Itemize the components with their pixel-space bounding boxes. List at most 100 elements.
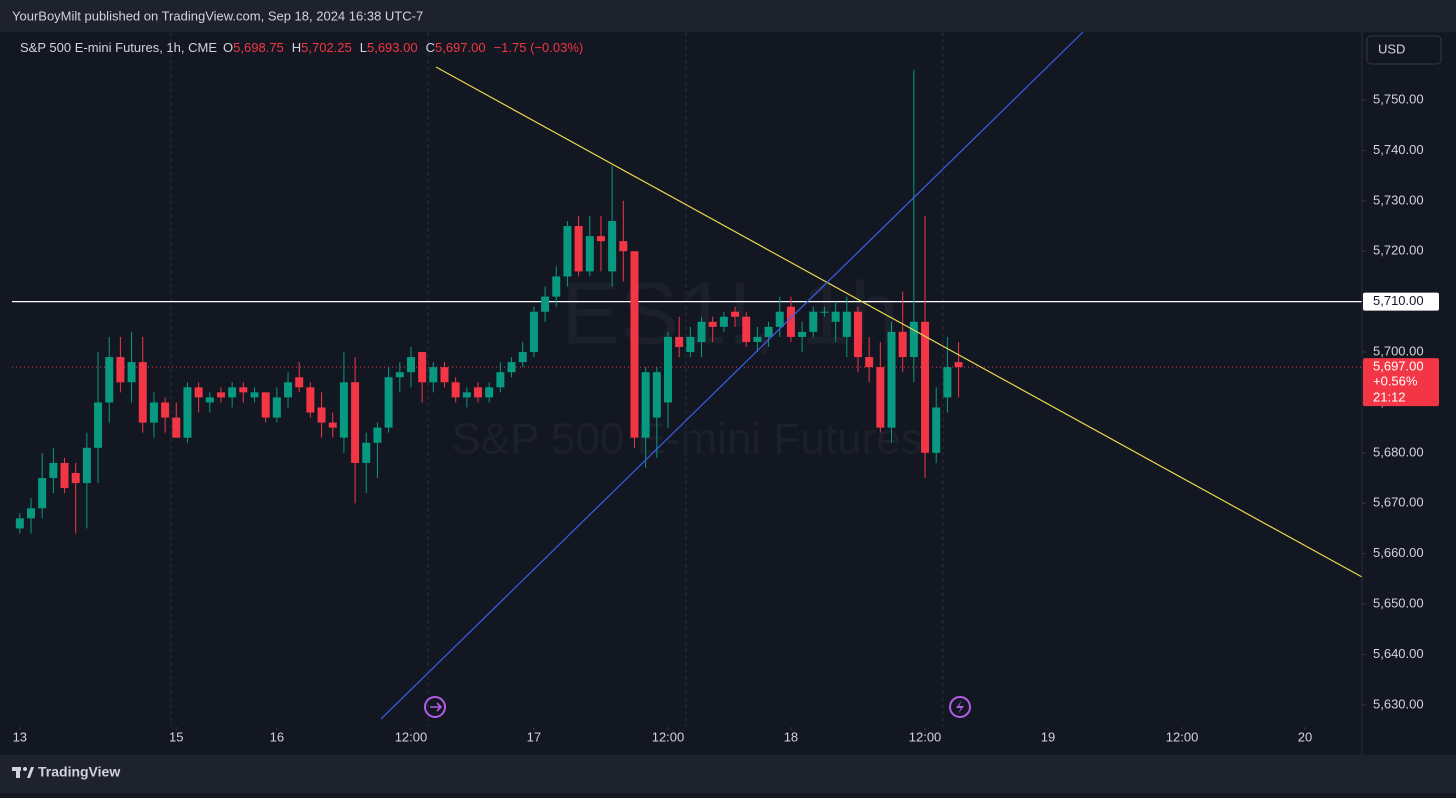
candle-body: [563, 226, 572, 277]
trend-line-yellow[interactable]: [435, 66, 1363, 578]
event-icon-bolt: [956, 700, 964, 714]
x-tick-label: 20: [1298, 729, 1312, 744]
candle-body: [429, 367, 438, 383]
candle-body: [94, 402, 103, 448]
candle-body: [161, 402, 170, 418]
candle-body: [541, 296, 550, 312]
legend-value: 5,697.00: [435, 40, 486, 55]
candle-body: [306, 387, 315, 413]
session-breaks: [170, 32, 944, 727]
x-tick-label: 18: [784, 729, 798, 744]
candle-body: [138, 362, 147, 423]
candle-body: [105, 357, 114, 403]
horizontal-line-label-box: [1363, 292, 1439, 311]
candle-body: [149, 402, 158, 423]
candle-body: [552, 276, 561, 297]
candle-body: [853, 311, 862, 358]
y-tick-label: 5,740.00: [1373, 142, 1424, 157]
x-tick-label: 12:00: [652, 729, 685, 744]
candle-body: [384, 377, 393, 428]
watermark-symbol: ES1!, 1h: [561, 263, 899, 362]
candle-body: [228, 387, 237, 398]
candle-body: [462, 392, 471, 398]
x-tick-label: 13: [13, 729, 27, 744]
legend-key: O: [223, 40, 233, 55]
legend-change: −1.75 (−0.03%): [494, 40, 584, 55]
candle-body: [339, 382, 348, 438]
candle-body: [261, 392, 270, 418]
candle-body: [194, 387, 203, 398]
candle-body: [697, 321, 706, 342]
legend-value: 5,698.75: [233, 40, 284, 55]
candle-body: [15, 518, 24, 529]
candle-body: [842, 311, 851, 337]
candle-body: [406, 357, 415, 373]
candle-body: [451, 382, 460, 398]
countdown-label: 21:12: [1373, 390, 1406, 405]
candle-body: [664, 336, 673, 403]
candle-body: [820, 311, 829, 313]
candle-body: [418, 352, 427, 383]
candle-body: [440, 367, 449, 383]
candle-body: [317, 407, 326, 423]
candle-body: [809, 311, 818, 332]
candle-body: [596, 236, 605, 242]
event-icon[interactable]: [424, 696, 446, 718]
currency-button[interactable]: [1366, 35, 1442, 65]
candle-body: [876, 367, 885, 428]
candle-body: [574, 226, 583, 272]
candle-body: [753, 336, 762, 342]
candle-body: [351, 382, 360, 463]
legend-key: L: [360, 40, 367, 55]
last-price-box: [1363, 358, 1439, 407]
candle-body: [183, 387, 192, 438]
y-tick-label: 5,640.00: [1373, 646, 1424, 661]
candle-body: [675, 336, 684, 347]
horizontal-line-label: 5,710.00: [1373, 293, 1424, 308]
candle-body: [49, 462, 58, 479]
legend-key: H: [292, 40, 301, 55]
last-price-label: 5,697.00: [1373, 359, 1424, 374]
candle-body: [485, 387, 494, 398]
legend-value: 5,702.25: [301, 40, 352, 55]
candle-body: [764, 326, 773, 337]
candle-body: [395, 372, 404, 378]
candle-body: [38, 478, 47, 509]
legend-value: 5,693.00: [367, 40, 418, 55]
candle-body: [284, 382, 293, 398]
y-tick-label: 5,700.00: [1373, 343, 1424, 358]
candle-body: [60, 462, 69, 489]
event-icon[interactable]: [949, 696, 971, 718]
x-tick-label: 19: [1041, 729, 1055, 744]
currency-label: USD: [1378, 41, 1405, 56]
candle-body: [26, 508, 35, 519]
y-tick-label: 5,730.00: [1373, 192, 1424, 207]
candle-body: [686, 336, 695, 353]
tv-logo: [12, 767, 34, 778]
candle-body: [518, 352, 527, 363]
candle-body: [652, 372, 661, 418]
publisher-text: YourBoyMilt published on TradingView.com…: [12, 8, 423, 23]
candle-body: [630, 251, 639, 438]
x-tick-label: 12:00: [395, 729, 428, 744]
candle-body: [71, 472, 80, 484]
candle-body: [328, 422, 337, 428]
candle-body: [865, 357, 874, 368]
x-tick-label: 15: [169, 729, 183, 744]
bottom-bar: [0, 755, 1456, 793]
trend-line-blue[interactable]: [380, 31, 1084, 720]
candle-body: [708, 321, 717, 327]
candle-body: [82, 447, 91, 484]
candle-body: [831, 311, 840, 322]
candle-body: [887, 331, 896, 428]
y-tick-label: 5,670.00: [1373, 495, 1424, 510]
candle-body: [529, 311, 538, 353]
candle-body: [250, 392, 259, 398]
candle-body: [954, 362, 963, 368]
y-tick-label: 5,630.00: [1373, 696, 1424, 711]
candle-body: [798, 331, 807, 337]
candle-body: [216, 392, 225, 398]
y-tick-label: 5,650.00: [1373, 595, 1424, 610]
